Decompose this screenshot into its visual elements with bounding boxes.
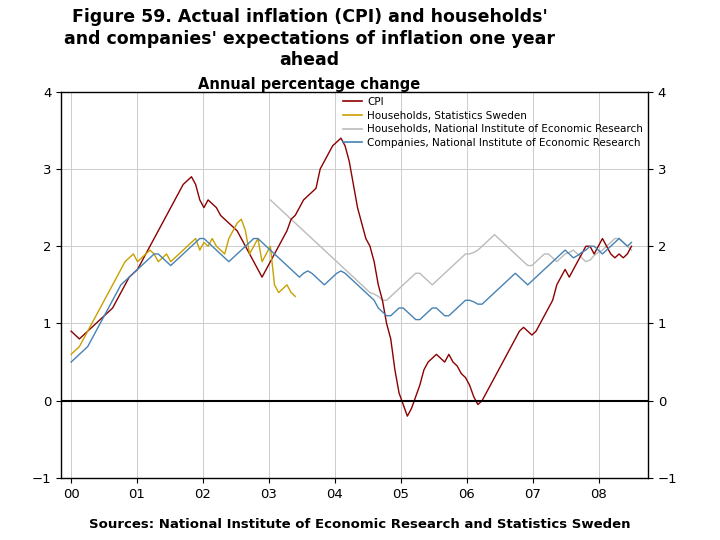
Text: ★★: ★★ [651,56,670,65]
Text: Annual percentage change: Annual percentage change [199,77,420,92]
Legend: CPI, Households, Statistics Sweden, Households, National Institute of Economic R: CPI, Households, Statistics Sweden, Hous… [343,97,643,148]
Text: ahead: ahead [279,51,340,69]
Text: and companies' expectations of inflation one year: and companies' expectations of inflation… [64,30,555,48]
Text: Sources: National Institute of Economic Research and Statistics Sweden: Sources: National Institute of Economic … [89,518,631,531]
Text: Figure 59. Actual inflation (CPI) and households': Figure 59. Actual inflation (CPI) and ho… [72,8,547,26]
Text: SVERIGES
RIKSBANK: SVERIGES RIKSBANK [639,105,683,126]
